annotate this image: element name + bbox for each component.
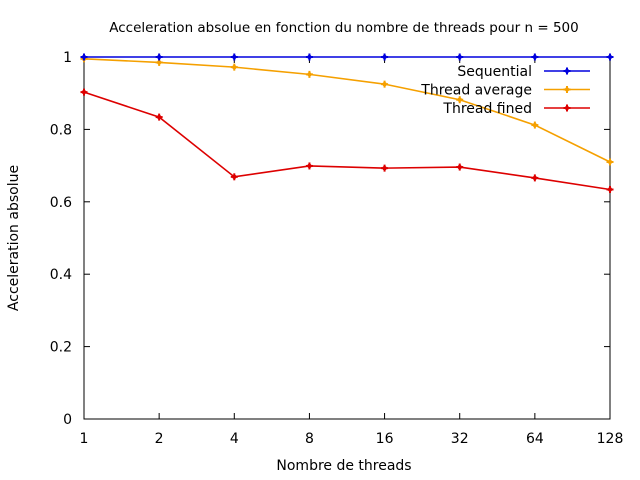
data-point-sequential xyxy=(80,53,88,61)
data-point-thread-average xyxy=(456,96,464,104)
legend-label-thread-fined: Thread fined xyxy=(442,101,532,117)
y-axis-label: Acceleration absolue xyxy=(6,165,22,311)
data-point-sequential xyxy=(305,53,313,61)
y-tick-label: 0 xyxy=(63,412,72,428)
data-point-thread-fined xyxy=(155,113,163,121)
data-point-thread-average xyxy=(381,80,389,88)
data-point-sequential xyxy=(606,53,614,61)
y-tick-label: 0.8 xyxy=(50,122,72,138)
x-tick-label: 1 xyxy=(80,431,89,447)
legend-label-thread-average: Thread average xyxy=(420,83,532,99)
x-tick-label: 8 xyxy=(305,431,314,447)
data-point-sequential xyxy=(230,53,238,61)
data-point-thread-fined xyxy=(531,174,539,182)
x-tick-label: 128 xyxy=(597,431,624,447)
series-line-thread-average xyxy=(83,58,611,163)
data-point-thread-average xyxy=(531,121,539,129)
data-point-thread-fined xyxy=(606,185,614,193)
data-point-sequential xyxy=(531,53,539,61)
legend-marker-thread-fined xyxy=(563,104,571,112)
x-tick-label: 16 xyxy=(376,431,394,447)
data-point-thread-fined xyxy=(230,173,238,181)
x-axis: 1 2 4 8 16 32 64 128 xyxy=(80,57,624,447)
series-layer xyxy=(80,53,614,193)
data-point-thread-fined xyxy=(381,164,389,172)
series-thread-fined xyxy=(80,88,614,193)
x-tick-label: 4 xyxy=(230,431,239,447)
chart-title: Acceleration absolue en fonction du nomb… xyxy=(109,20,579,36)
legend: Sequential Thread average Thread fined xyxy=(420,64,590,117)
data-point-thread-average xyxy=(305,70,313,78)
legend-marker-sequential xyxy=(563,67,571,75)
series-thread-average xyxy=(80,55,614,166)
data-point-thread-fined xyxy=(305,162,313,170)
x-axis-label: Nombre de threads xyxy=(276,458,411,474)
data-point-sequential xyxy=(456,53,464,61)
x-tick-label: 64 xyxy=(526,431,544,447)
data-point-thread-fined xyxy=(80,88,88,96)
x-tick-label: 2 xyxy=(155,431,164,447)
data-point-thread-average xyxy=(230,63,238,71)
data-point-sequential xyxy=(381,53,389,61)
y-axis: 0 0.2 0.4 0.6 0.8 1 xyxy=(50,50,610,428)
data-point-thread-fined xyxy=(456,163,464,171)
legend-marker-thread-average xyxy=(563,86,571,93)
y-tick-label: 0.4 xyxy=(50,267,72,283)
y-tick-label: 0.6 xyxy=(50,195,72,211)
y-tick-label: 0.2 xyxy=(50,340,72,356)
series-sequential xyxy=(80,53,614,61)
data-point-sequential xyxy=(155,53,163,61)
y-tick-label: 1 xyxy=(63,50,72,66)
x-tick-label: 32 xyxy=(451,431,469,447)
data-point-thread-average xyxy=(606,158,614,166)
legend-label-sequential: Sequential xyxy=(457,64,532,80)
series-line-thread-fined xyxy=(83,91,611,191)
